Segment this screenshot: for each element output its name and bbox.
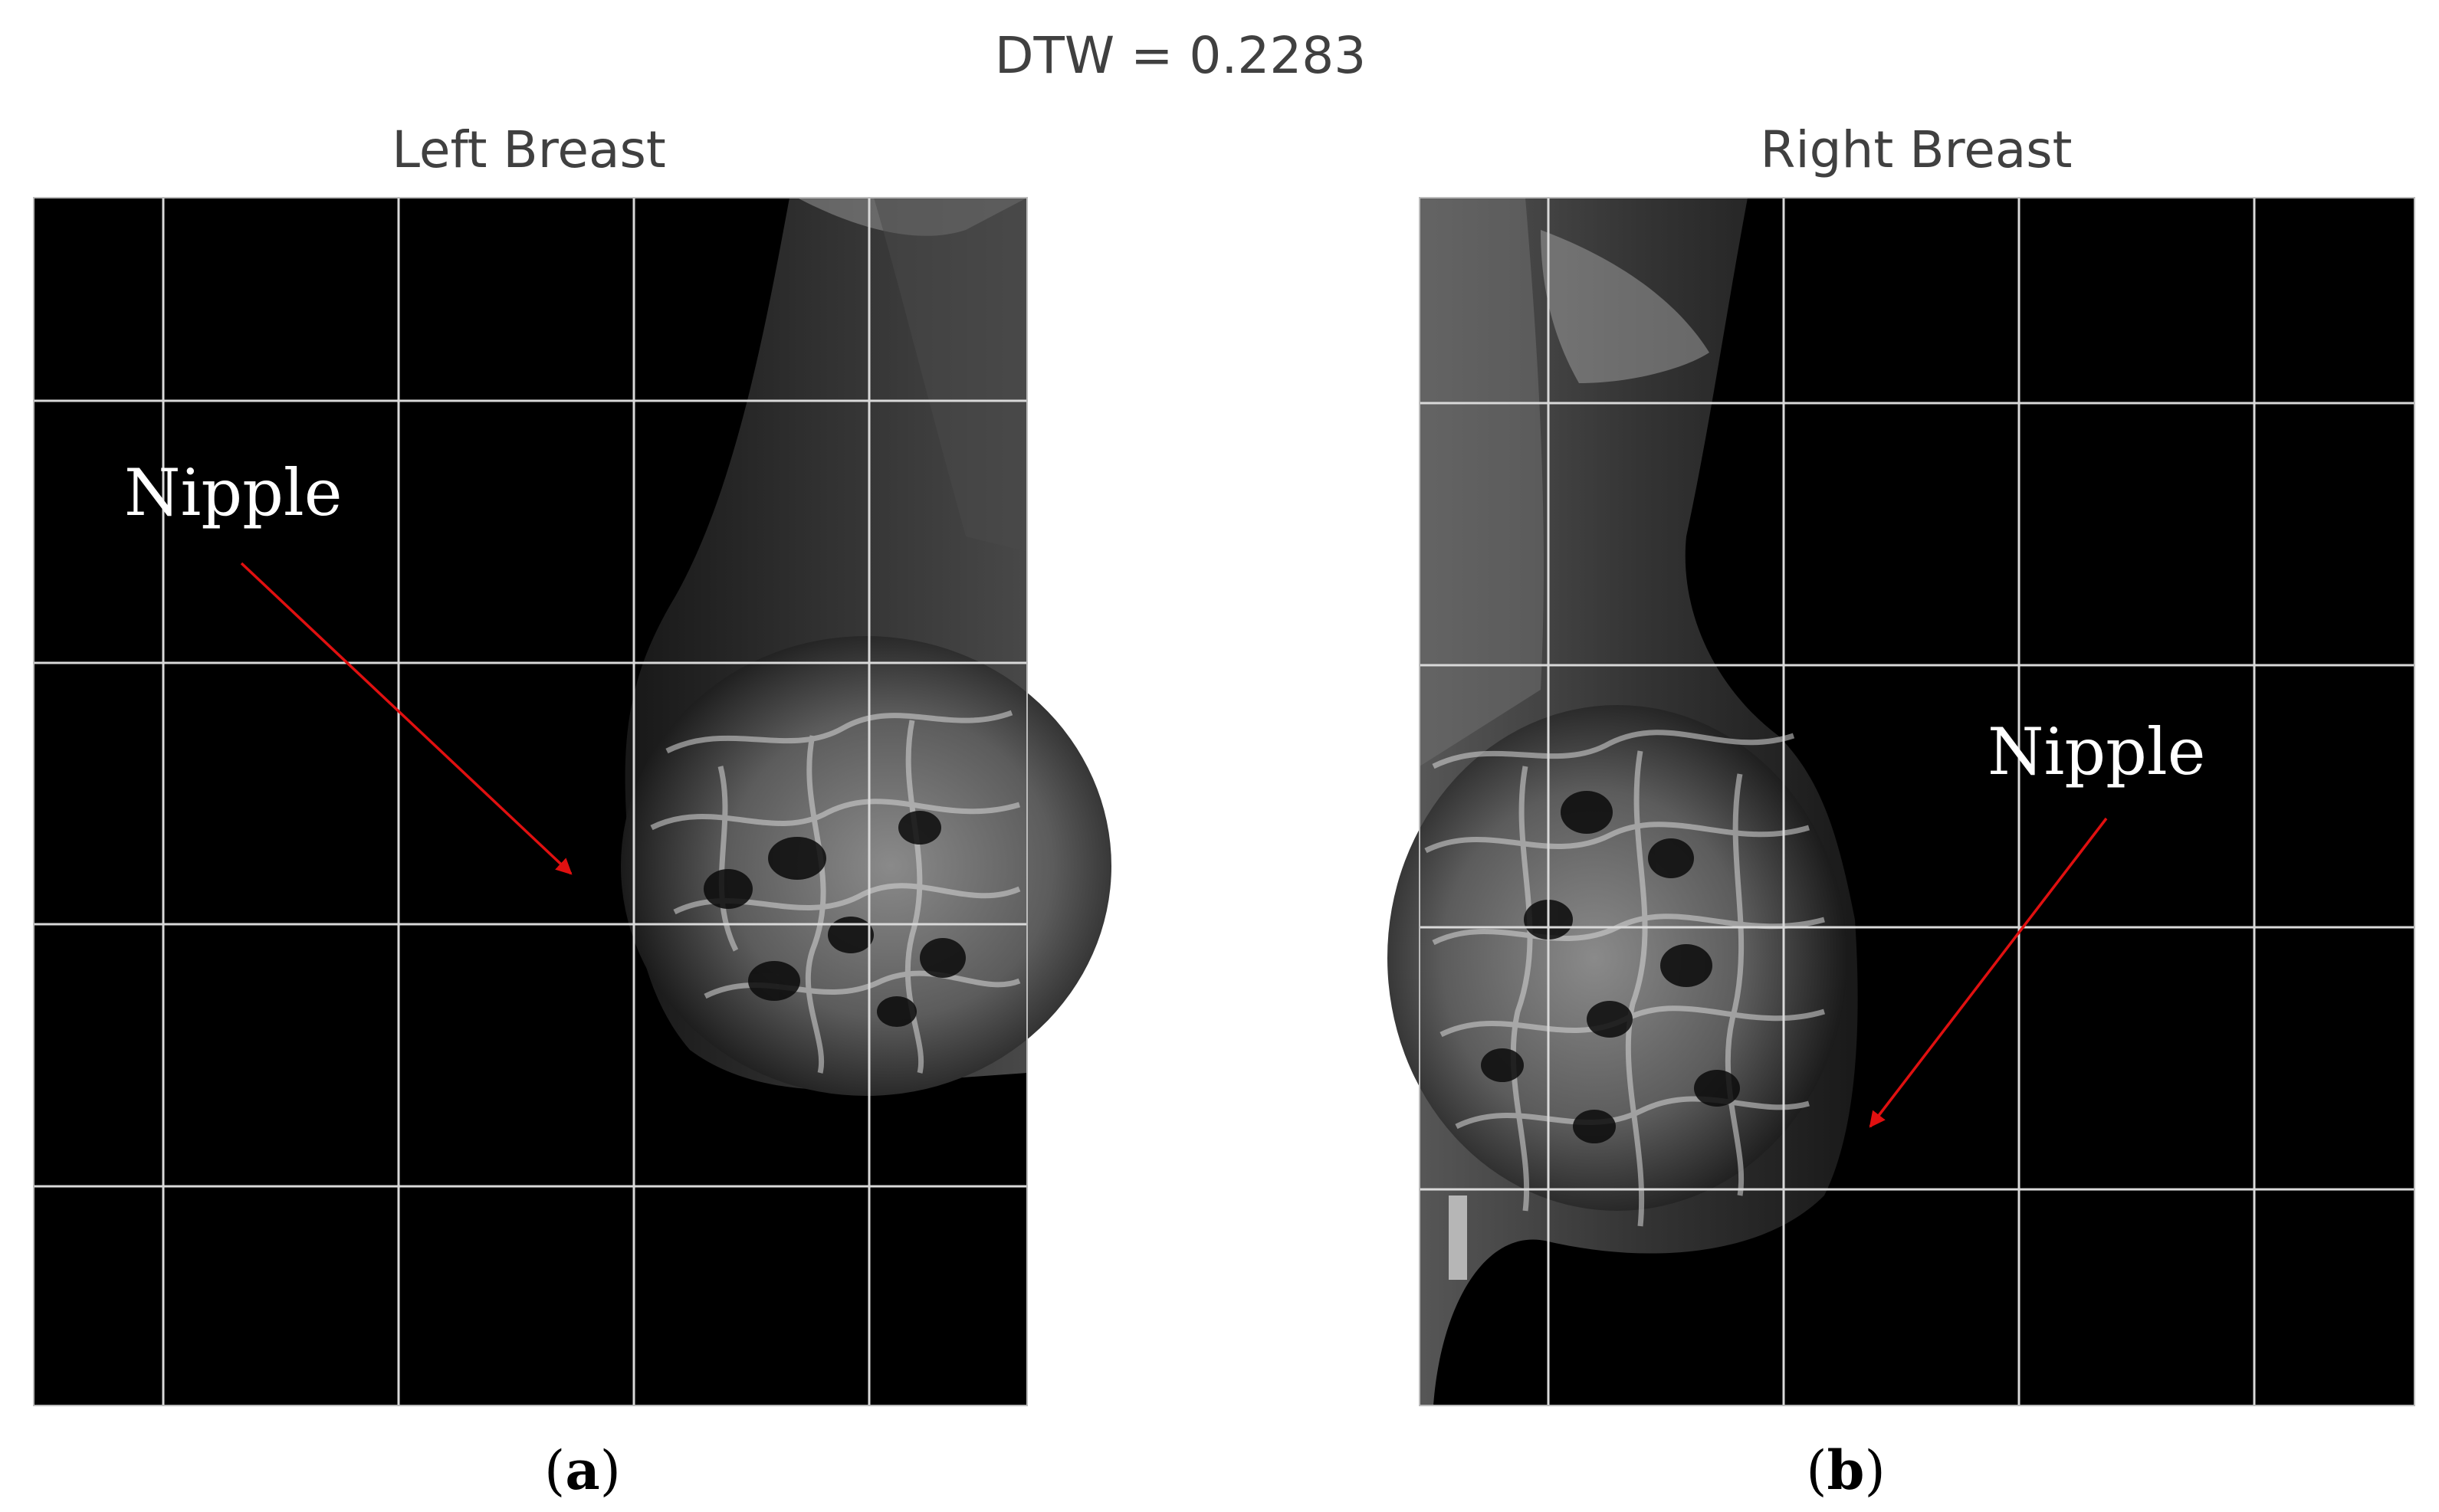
- nipple-arrow-right: [1869, 817, 2108, 1128]
- panel-left-caption-letter: a: [565, 1438, 599, 1502]
- panel-right-caption-letter: b: [1827, 1438, 1865, 1502]
- left-grid: [34, 198, 1027, 1405]
- nipple-annotation-right: Nipple: [1988, 714, 2205, 789]
- panel-left-caption: (a): [544, 1438, 621, 1502]
- right-grid: [1420, 198, 2414, 1405]
- panel-right-caption: (b): [1806, 1438, 1886, 1502]
- panel-left-title: Left Breast: [392, 120, 665, 179]
- nipple-arrow-left: [240, 562, 573, 875]
- figure-title: DTW = 0.2283: [995, 26, 1367, 85]
- panel-right: Right Breast: [1387, 120, 2415, 1502]
- right-mammogram-image: [1387, 197, 2415, 1406]
- panel-right-title: Right Breast: [1760, 120, 2072, 179]
- left-mammogram-image: [33, 197, 1111, 1406]
- nipple-annotation-left: Nipple: [124, 455, 342, 530]
- panel-left: Left Breast: [33, 120, 1111, 1502]
